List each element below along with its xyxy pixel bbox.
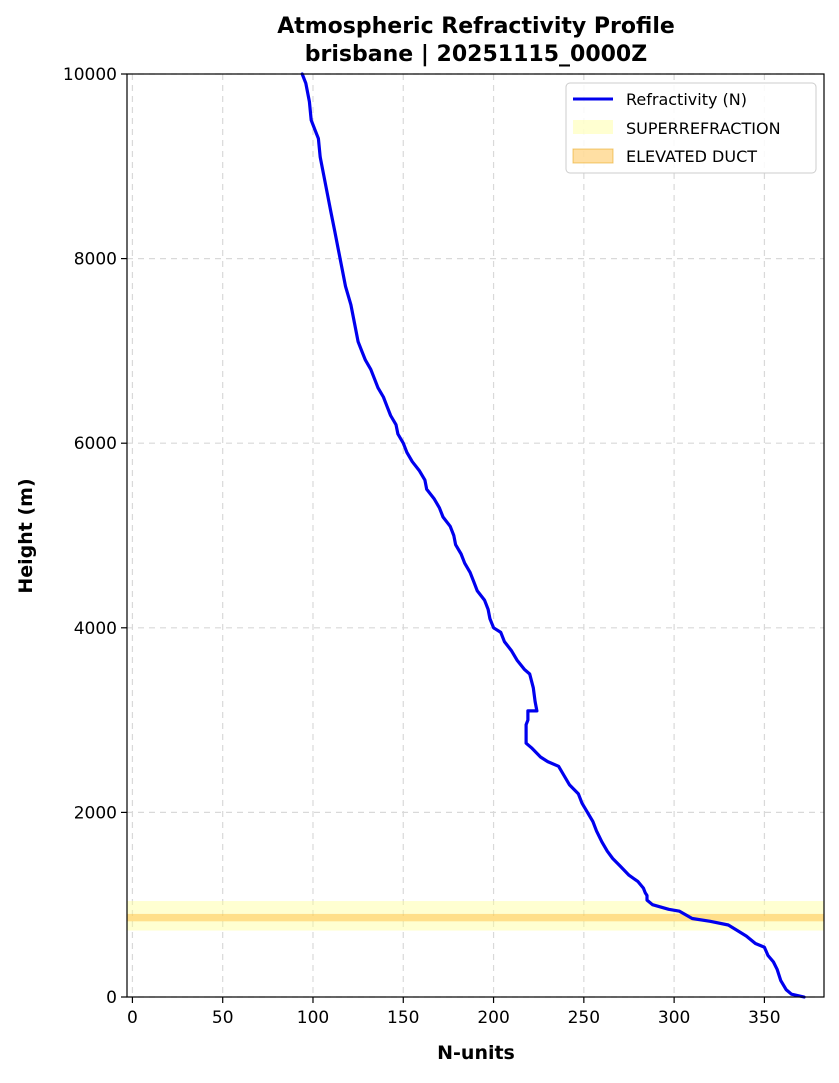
- series-lines: [300, 72, 806, 999]
- x-tick-label: 50: [212, 1008, 234, 1028]
- x-tick-label: 200: [477, 1008, 509, 1028]
- y-tick-label: 8000: [74, 250, 117, 270]
- legend-swatch-elevated-duct: [572, 148, 614, 164]
- legend-label-elevated-duct: ELEVATED DUCT: [626, 147, 757, 166]
- legend: Refractivity (N) SUPERREFRACTION ELEVATE…: [565, 82, 817, 174]
- legend-swatch-superrefraction: [573, 120, 613, 134]
- legend-box: [565, 82, 817, 174]
- legend-label-superrefraction: SUPERREFRACTION: [626, 119, 781, 138]
- x-axis-label: N-units: [437, 1042, 515, 1064]
- x-tick-label: 0: [127, 1008, 138, 1028]
- y-tick-label: 6000: [74, 434, 117, 454]
- chart-title: Atmospheric Refractivity Profile: [277, 14, 675, 39]
- y-tick-label: 4000: [74, 619, 117, 639]
- y-tick-label: 2000: [74, 803, 117, 823]
- x-tick-label: 250: [568, 1008, 600, 1028]
- y-tick-label: 0: [106, 988, 117, 1008]
- x-tick-label: 300: [658, 1008, 690, 1028]
- legend-label-refractivity: Refractivity (N): [626, 90, 747, 109]
- y-axis-label: Height (m): [15, 478, 37, 593]
- x-tick-label: 100: [297, 1008, 329, 1028]
- band-elevated-duct: [127, 913, 824, 922]
- axis-ticks: 0 50 100 150 200 250 300 350 0 2000 4000 6000 8000 10…: [63, 65, 781, 1028]
- plot-frame: [126, 73, 825, 998]
- x-tick-label: 350: [748, 1008, 780, 1028]
- x-tick-label: 150: [387, 1008, 419, 1028]
- series-line-refractivity: [300, 72, 806, 999]
- y-tick-label: 10000: [63, 65, 117, 85]
- chart-subtitle: brisbane | 20251115_0000Z: [305, 42, 647, 67]
- shaded-bands: [127, 901, 824, 931]
- band-superrefraction: [127, 901, 824, 931]
